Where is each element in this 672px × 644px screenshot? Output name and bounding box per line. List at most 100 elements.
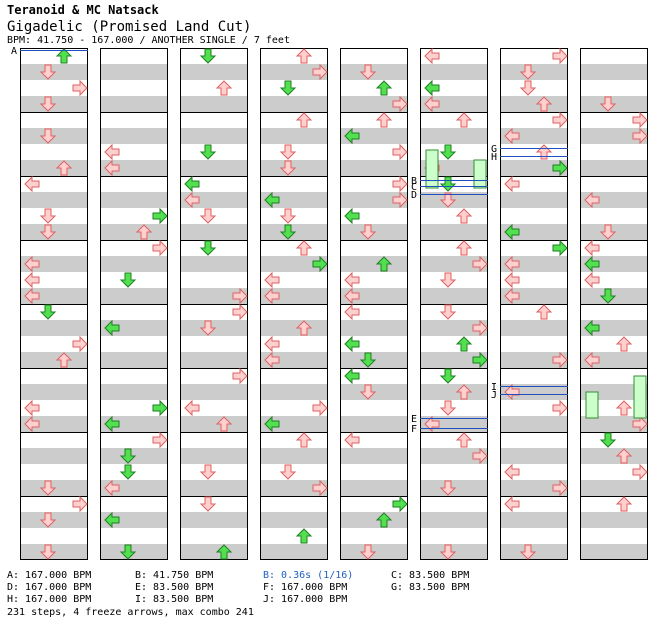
step-arrow	[215, 80, 233, 96]
step-arrow	[199, 496, 217, 512]
step-arrow	[312, 399, 328, 417]
row-stripe	[100, 256, 168, 272]
row-stripe	[180, 544, 248, 560]
legend-entry: J: 167.000 BPM	[263, 594, 348, 605]
step-arrow	[552, 479, 568, 497]
step-arrow	[39, 224, 57, 240]
step-arrow	[375, 512, 393, 528]
step-arrow	[424, 79, 440, 97]
row-stripe	[180, 512, 248, 528]
step-arrow	[104, 479, 120, 497]
legend-entry: G: 83.500 BPM	[391, 582, 470, 593]
bpm-marker-label: J	[491, 390, 497, 401]
chart-summary: 231 steps, 4 freeze arrows, max combo 24…	[7, 607, 254, 618]
step-arrow	[39, 544, 57, 560]
row-stripe	[100, 512, 168, 528]
step-arrow	[215, 544, 233, 560]
row-stripe	[500, 512, 568, 528]
step-arrow	[504, 223, 520, 241]
freeze-arrow	[633, 375, 647, 419]
step-arrow	[504, 271, 520, 289]
step-arrow	[392, 495, 408, 513]
step-arrow	[264, 415, 280, 433]
row-stripe	[180, 96, 248, 112]
step-arrow	[199, 208, 217, 224]
row-stripe	[20, 352, 88, 368]
legend-entry: A: 167.000 BPM	[7, 570, 92, 581]
step-arrow	[584, 255, 600, 273]
row-stripe	[580, 64, 648, 80]
step-arrow	[39, 64, 57, 80]
freeze-arrow	[473, 159, 487, 189]
row-stripe	[260, 64, 328, 80]
row-stripe	[340, 416, 408, 432]
row-stripe	[100, 96, 168, 112]
row-stripe	[100, 128, 168, 144]
row-stripe	[420, 448, 488, 464]
row-stripe	[420, 320, 488, 336]
row-stripe	[20, 160, 88, 176]
row-stripe	[500, 96, 568, 112]
step-arrow	[264, 191, 280, 209]
step-arrow	[392, 143, 408, 161]
row-stripe	[20, 192, 88, 208]
row-stripe	[260, 192, 328, 208]
row-stripe	[100, 224, 168, 240]
row-stripe	[420, 352, 488, 368]
row-stripe	[580, 160, 648, 176]
step-arrow	[104, 415, 120, 433]
step-arrow	[439, 304, 457, 320]
step-arrow	[39, 208, 57, 224]
row-stripe	[260, 128, 328, 144]
row-stripe	[340, 128, 408, 144]
step-arrow	[199, 240, 217, 256]
step-arrow	[295, 112, 313, 128]
row-stripe	[420, 224, 488, 240]
row-stripe	[100, 480, 168, 496]
step-arrow	[199, 144, 217, 160]
bpm-marker-label: B	[411, 176, 417, 187]
row-stripe	[260, 96, 328, 112]
row-stripe	[260, 320, 328, 336]
step-arrow	[55, 352, 73, 368]
row-stripe	[260, 544, 328, 560]
row-stripe	[340, 512, 408, 528]
step-arrow	[392, 191, 408, 209]
step-arrow	[215, 416, 233, 432]
step-arrow	[552, 47, 568, 65]
step-arrow	[392, 175, 408, 193]
row-stripe	[260, 512, 328, 528]
step-arrow	[584, 351, 600, 369]
step-arrow	[424, 95, 440, 113]
row-stripe	[100, 352, 168, 368]
step-arrow	[24, 399, 40, 417]
row-stripe	[580, 416, 648, 432]
step-arrow	[519, 80, 537, 96]
legend-entry: I: 83.500 BPM	[135, 594, 214, 605]
step-arrow	[615, 496, 633, 512]
step-arrow	[295, 528, 313, 544]
row-stripe	[420, 64, 488, 80]
step-arrow	[104, 319, 120, 337]
song-title: Gigadelic (Promised Land Cut)	[7, 19, 252, 35]
freeze-arrow	[425, 149, 439, 189]
row-stripe	[180, 352, 248, 368]
bpm-difficulty-line: BPM: 41.750 - 167.000 / ANOTHER SINGLE /…	[7, 35, 290, 46]
step-arrow	[424, 415, 440, 433]
step-arrow	[312, 479, 328, 497]
step-arrow	[455, 240, 473, 256]
step-arrow	[359, 224, 377, 240]
row-stripe	[100, 288, 168, 304]
step-arrow	[584, 271, 600, 289]
row-stripe	[20, 448, 88, 464]
legend-entry-stop: B: 0.36s (1/16)	[263, 570, 354, 581]
step-arrow	[472, 447, 488, 465]
row-stripe	[260, 448, 328, 464]
step-arrow	[184, 191, 200, 209]
step-arrow	[584, 239, 600, 257]
step-arrow	[104, 511, 120, 529]
step-arrow	[504, 287, 520, 305]
step-arrow	[39, 304, 57, 320]
step-arrow	[439, 144, 457, 160]
bpm-marker-label: G	[491, 144, 497, 155]
